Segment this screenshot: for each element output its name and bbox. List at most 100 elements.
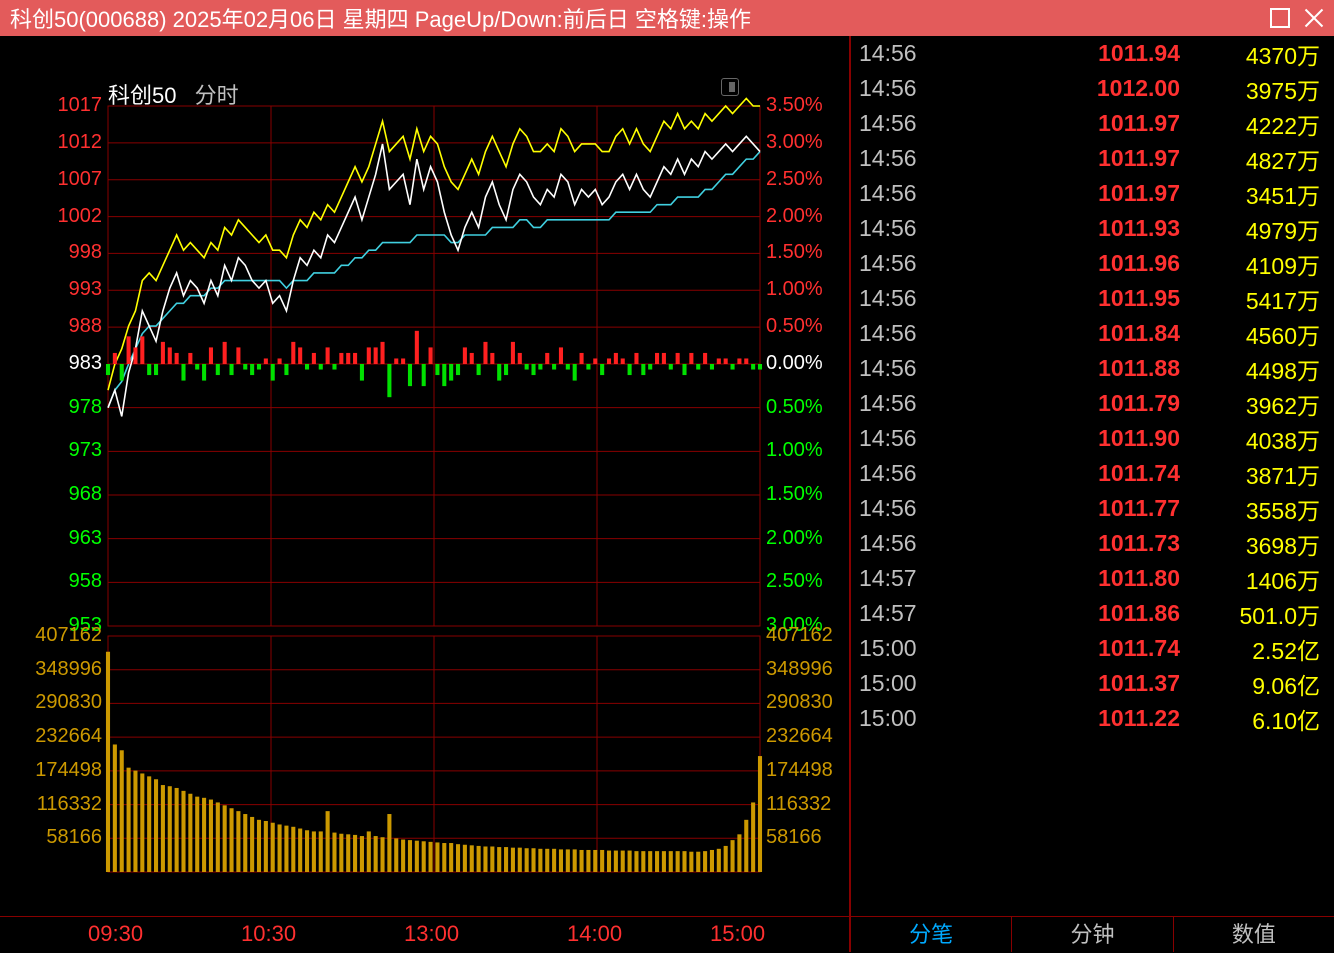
maximize-button[interactable] — [1270, 8, 1290, 28]
axis-label: 407162 — [2, 624, 102, 647]
trade-row[interactable]: 14:561011.733698万 — [851, 526, 1334, 561]
trade-row[interactable]: 14:561011.884498万 — [851, 351, 1334, 386]
bottom-bar: 09:3010:3013:0014:0015:00 分笔分钟数值 — [0, 916, 1334, 952]
trade-volume: 9.06亿 — [1180, 667, 1320, 701]
trade-volume: 4827万 — [1180, 142, 1320, 176]
trade-row[interactable]: 14:561011.934979万 — [851, 211, 1334, 246]
axis-label: 174498 — [2, 759, 102, 782]
trade-time: 14:56 — [859, 75, 949, 102]
axis-label: 1007 — [2, 168, 102, 191]
trade-time: 14:56 — [859, 425, 949, 452]
trade-row[interactable]: 14:561011.743871万 — [851, 456, 1334, 491]
trade-row[interactable]: 14:561011.793962万 — [851, 386, 1334, 421]
trades-pane: 14:561011.944370万14:561012.003975万14:561… — [850, 36, 1334, 916]
axis-label: 116332 — [766, 793, 846, 816]
axis-label: 3.00% — [766, 131, 846, 154]
time-label: 14:00 — [567, 921, 622, 947]
axis-label: 174498 — [766, 759, 846, 782]
trade-row[interactable]: 14:561011.773558万 — [851, 491, 1334, 526]
trade-volume: 4979万 — [1180, 212, 1320, 246]
axis-label: 1017 — [2, 94, 102, 117]
trade-price: 1011.73 — [949, 530, 1180, 557]
trade-row[interactable]: 14:571011.86501.0万 — [851, 596, 1334, 631]
trade-time: 14:56 — [859, 320, 949, 347]
trade-time: 14:56 — [859, 495, 949, 522]
axis-label: 963 — [2, 527, 102, 550]
axis-label: 958 — [2, 570, 102, 593]
trade-row[interactable]: 14:561011.844560万 — [851, 316, 1334, 351]
trade-row[interactable]: 14:561011.964109万 — [851, 246, 1334, 281]
trade-volume: 4038万 — [1180, 422, 1320, 456]
trade-price: 1011.74 — [949, 460, 1180, 487]
trade-row[interactable]: 14:561011.955417万 — [851, 281, 1334, 316]
trade-time: 14:56 — [859, 110, 949, 137]
trade-volume: 3871万 — [1180, 457, 1320, 491]
trade-row[interactable]: 14:561012.003975万 — [851, 71, 1334, 106]
trade-price: 1011.95 — [949, 285, 1180, 312]
trade-volume: 3558万 — [1180, 492, 1320, 526]
axis-label: 290830 — [2, 691, 102, 714]
trade-price: 1011.97 — [949, 110, 1180, 137]
axis-label: 1012 — [2, 131, 102, 154]
trade-price: 1011.37 — [949, 670, 1180, 697]
trade-volume: 4109万 — [1180, 247, 1320, 281]
axis-label: 407162 — [766, 624, 846, 647]
chart-pane[interactable]: 科创50 分时 9880.50%9931.00%9981.50%10022.00… — [0, 36, 850, 916]
axis-label: 58166 — [766, 826, 846, 849]
trade-price: 1011.22 — [949, 705, 1180, 732]
axis-label: 2.50% — [766, 570, 846, 593]
trade-time: 14:57 — [859, 565, 949, 592]
axis-label: 232664 — [766, 725, 846, 748]
trade-time: 14:56 — [859, 530, 949, 557]
trade-volume: 3698万 — [1180, 527, 1320, 561]
trade-row[interactable]: 14:561011.904038万 — [851, 421, 1334, 456]
trade-volume: 4560万 — [1180, 317, 1320, 351]
time-axis: 09:3010:3013:0014:0015:00 — [0, 917, 850, 952]
trade-time: 15:00 — [859, 670, 949, 697]
axis-label: 993 — [2, 278, 102, 301]
tab-分笔[interactable]: 分笔 — [850, 917, 1011, 952]
time-label: 10:30 — [241, 921, 296, 947]
trade-row[interactable]: 14:571011.801406万 — [851, 561, 1334, 596]
trade-volume: 1406万 — [1180, 562, 1320, 596]
trades-list[interactable]: 14:561011.944370万14:561012.003975万14:561… — [850, 36, 1334, 916]
trade-row[interactable]: 15:001011.742.52亿 — [851, 631, 1334, 666]
axis-label: 290830 — [766, 691, 846, 714]
tab-数值[interactable]: 数值 — [1173, 917, 1334, 952]
trade-volume: 4222万 — [1180, 107, 1320, 141]
trade-time: 15:00 — [859, 635, 949, 662]
trade-time: 14:56 — [859, 180, 949, 207]
axis-label: 58166 — [2, 826, 102, 849]
axis-label: 973 — [2, 439, 102, 462]
axis-label: 0.50% — [766, 315, 846, 338]
tab-分钟[interactable]: 分钟 — [1011, 917, 1172, 952]
trade-price: 1011.74 — [949, 635, 1180, 662]
trade-price: 1011.93 — [949, 215, 1180, 242]
trade-time: 14:56 — [859, 390, 949, 417]
title-bar: 科创50(000688) 2025年02月06日 星期四 PageUp/Down… — [0, 0, 1334, 36]
trade-row[interactable]: 15:001011.226.10亿 — [851, 701, 1334, 736]
axis-label: 1.00% — [766, 439, 846, 462]
trade-price: 1011.84 — [949, 320, 1180, 347]
window-controls — [1270, 8, 1324, 28]
trade-row[interactable]: 14:561011.944370万 — [851, 36, 1334, 71]
trade-row[interactable]: 15:001011.379.06亿 — [851, 666, 1334, 701]
trade-time: 14:57 — [859, 600, 949, 627]
trade-row[interactable]: 14:561011.973451万 — [851, 176, 1334, 211]
trade-row[interactable]: 14:561011.974222万 — [851, 106, 1334, 141]
trade-price: 1011.94 — [949, 40, 1180, 67]
axis-label: 1.50% — [766, 483, 846, 506]
trade-time: 14:56 — [859, 145, 949, 172]
trade-price: 1011.77 — [949, 495, 1180, 522]
trade-price: 1012.00 — [949, 75, 1180, 102]
tabs: 分笔分钟数值 — [850, 917, 1334, 952]
axis-label: 978 — [2, 396, 102, 419]
trade-row[interactable]: 14:561011.974827万 — [851, 141, 1334, 176]
axis-label: 348996 — [766, 658, 846, 681]
trade-price: 1011.97 — [949, 180, 1180, 207]
axis-label: 983 — [2, 352, 102, 375]
axis-label: 3.50% — [766, 94, 846, 117]
trade-price: 1011.79 — [949, 390, 1180, 417]
close-button[interactable] — [1304, 8, 1324, 28]
axis-label: 232664 — [2, 725, 102, 748]
